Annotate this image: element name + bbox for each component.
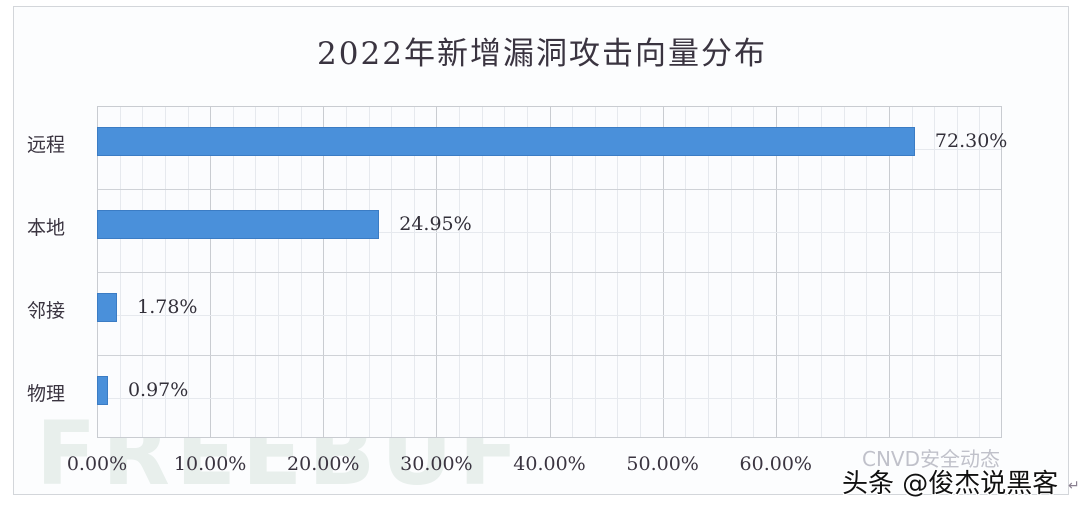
bar-0 bbox=[97, 127, 915, 156]
x-tick-label: 0.00% bbox=[66, 453, 128, 475]
data-label: 72.30% bbox=[934, 129, 1008, 152]
cnvd-watermark: CNVD安全动态 bbox=[862, 447, 1001, 471]
chart-title: 2022年新增漏洞攻击向量分布 bbox=[317, 36, 767, 72]
bar-1 bbox=[97, 210, 380, 239]
plot-area bbox=[97, 106, 1002, 438]
category-label: 本地 bbox=[27, 216, 66, 239]
toutiao-watermark: 头条 @俊杰说黑客 bbox=[842, 469, 1059, 499]
major-gridline bbox=[98, 189, 1001, 190]
minor-gridline bbox=[98, 314, 1001, 316]
category-label: 物理 bbox=[27, 382, 66, 405]
x-tick-label: 60.00% bbox=[739, 453, 812, 475]
return-icon: ↵ bbox=[1068, 478, 1080, 494]
category-label: 邻接 bbox=[27, 299, 66, 322]
minor-gridline bbox=[98, 231, 1001, 233]
x-tick-label: 10.00% bbox=[173, 453, 247, 475]
x-tick-label: 50.00% bbox=[626, 453, 699, 475]
data-label: 1.78% bbox=[137, 295, 198, 318]
x-tick-label: 20.00% bbox=[287, 453, 360, 475]
bar-2 bbox=[97, 293, 118, 322]
category-label: 远程 bbox=[27, 133, 66, 156]
major-gridline bbox=[98, 355, 1001, 356]
major-gridline bbox=[98, 272, 1001, 273]
data-label: 24.95% bbox=[399, 212, 472, 235]
data-label: 0.97% bbox=[127, 378, 189, 401]
x-tick-label: 40.00% bbox=[513, 453, 586, 475]
bar-3 bbox=[97, 376, 108, 405]
minor-gridline bbox=[98, 397, 1001, 399]
x-tick-label: 30.00% bbox=[400, 453, 473, 475]
